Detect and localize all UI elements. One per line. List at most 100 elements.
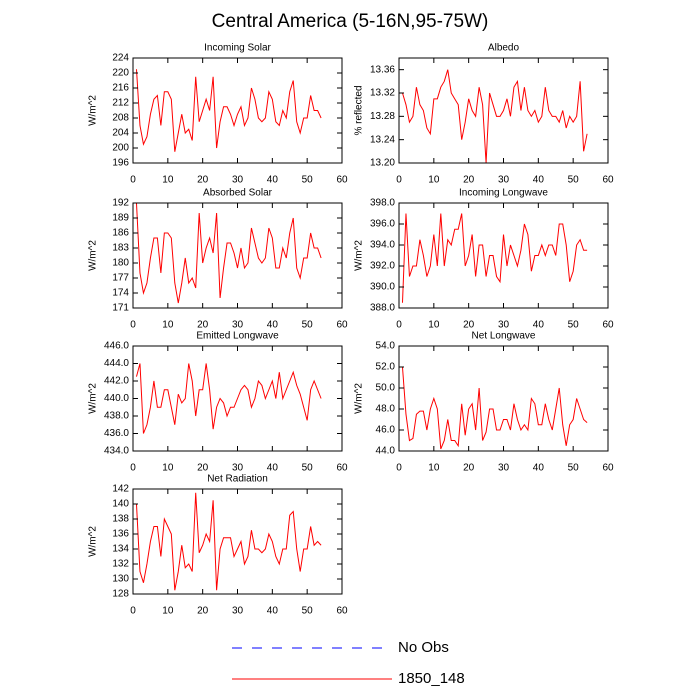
data-line [401, 366, 588, 450]
y-tick-label: 392.0 [370, 261, 395, 272]
data-line [135, 492, 322, 591]
x-tick-label: 30 [232, 463, 244, 474]
y-tick-label: 212 [112, 98, 129, 109]
x-tick-label: 30 [232, 606, 244, 617]
y-tick-label: 196 [112, 158, 129, 169]
x-tick-label: 60 [602, 463, 614, 474]
panel-title: Net Radiation [207, 474, 268, 485]
x-tick-label: 40 [267, 606, 279, 617]
x-tick-label: 10 [162, 463, 174, 474]
y-tick-label: 436.0 [104, 428, 129, 439]
plot-frame [132, 488, 343, 595]
y-tick-label: 398.0 [370, 198, 395, 209]
x-tick-label: 20 [463, 463, 475, 474]
y-tick-label: 204 [112, 128, 129, 139]
y-axis-label: W/m^2 [88, 95, 99, 126]
data-line [135, 363, 322, 434]
y-tick-label: 224 [112, 53, 129, 64]
x-tick-label: 0 [396, 463, 402, 474]
x-tick-label: 60 [336, 175, 348, 186]
y-tick-label: 208 [112, 113, 129, 124]
x-tick-label: 0 [130, 320, 136, 331]
y-tick-label: 446.0 [104, 341, 129, 352]
y-tick-label: 216 [112, 83, 129, 94]
y-tick-label: 186 [112, 228, 129, 239]
y-tick-label: 174 [112, 288, 129, 299]
x-tick-label: 20 [197, 463, 209, 474]
x-tick-label: 60 [602, 175, 614, 186]
x-tick-label: 0 [130, 463, 136, 474]
x-tick-label: 60 [602, 320, 614, 331]
y-tick-label: 13.32 [370, 88, 395, 99]
x-tick-label: 60 [336, 606, 348, 617]
y-tick-label: 394.0 [370, 240, 395, 251]
y-axis-label: W/m^2 [354, 383, 365, 414]
x-tick-label: 40 [533, 463, 545, 474]
y-tick-label: 390.0 [370, 282, 395, 293]
x-tick-label: 0 [396, 175, 402, 186]
plot-frame [398, 202, 609, 309]
x-tick-label: 0 [130, 175, 136, 186]
x-tick-label: 40 [533, 320, 545, 331]
x-tick-label: 20 [463, 320, 475, 331]
y-tick-label: 438.0 [104, 411, 129, 422]
plot-frame [132, 57, 343, 164]
y-tick-label: 13.20 [370, 158, 395, 169]
y-tick-label: 128 [112, 589, 129, 600]
y-tick-label: 200 [112, 143, 129, 154]
data-line [135, 69, 322, 152]
x-tick-label: 30 [498, 175, 510, 186]
y-tick-label: 52.0 [376, 362, 396, 373]
panel-title: Absorbed Solar [203, 188, 273, 199]
x-tick-label: 30 [232, 320, 244, 331]
y-tick-label: 130 [112, 574, 129, 585]
panel-title: Albedo [488, 43, 520, 54]
x-tick-label: 20 [463, 175, 475, 186]
x-tick-label: 30 [498, 463, 510, 474]
panel-title: Net Longwave [472, 331, 536, 342]
x-tick-label: 40 [267, 320, 279, 331]
x-tick-label: 30 [232, 175, 244, 186]
x-tick-label: 10 [428, 463, 440, 474]
y-tick-label: 136 [112, 529, 129, 540]
x-tick-label: 0 [396, 320, 402, 331]
y-axis-label: W/m^2 [88, 240, 99, 271]
x-tick-label: 60 [336, 463, 348, 474]
y-tick-label: 192 [112, 198, 129, 209]
x-tick-label: 40 [267, 463, 279, 474]
y-tick-label: 44.0 [376, 446, 396, 457]
plot-frame [132, 345, 343, 452]
y-tick-label: 396.0 [370, 219, 395, 230]
panel-title: Incoming Longwave [459, 188, 548, 199]
x-tick-label: 10 [428, 320, 440, 331]
y-tick-label: 220 [112, 68, 129, 79]
x-tick-label: 10 [162, 175, 174, 186]
plot-frame [398, 345, 609, 452]
y-axis-label: W/m^2 [88, 383, 99, 414]
y-tick-label: 442.0 [104, 376, 129, 387]
y-tick-label: 54.0 [376, 341, 396, 352]
y-tick-label: 183 [112, 243, 129, 254]
x-tick-label: 60 [336, 320, 348, 331]
y-axis-label: W/m^2 [354, 240, 365, 271]
legend-label: No Obs [398, 639, 449, 656]
panel-title: Emitted Longwave [196, 331, 279, 342]
x-tick-label: 50 [568, 320, 580, 331]
x-tick-label: 10 [428, 175, 440, 186]
x-tick-label: 20 [197, 320, 209, 331]
x-tick-label: 40 [533, 175, 545, 186]
x-tick-label: 0 [130, 606, 136, 617]
y-axis-label: % reflected [354, 85, 365, 135]
x-tick-label: 40 [267, 175, 279, 186]
figure-title: Central America (5-16N,95-75W) [212, 11, 489, 32]
y-tick-label: 177 [112, 273, 129, 284]
y-tick-label: 180 [112, 258, 129, 269]
y-tick-label: 440.0 [104, 393, 129, 404]
y-tick-label: 13.24 [370, 134, 395, 145]
y-axis-label: W/m^2 [88, 526, 99, 557]
data-line [401, 213, 588, 303]
y-tick-label: 48.0 [376, 404, 396, 415]
y-tick-label: 50.0 [376, 383, 396, 394]
y-tick-label: 189 [112, 213, 129, 224]
y-tick-label: 13.28 [370, 111, 395, 122]
